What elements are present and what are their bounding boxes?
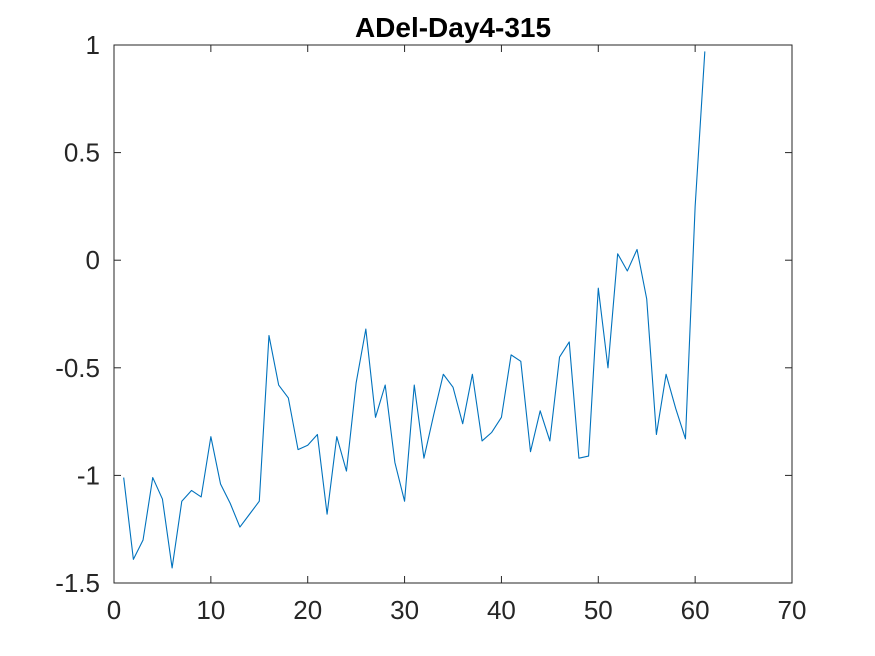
y-tick-label: 0 xyxy=(86,245,100,275)
x-tick-label: 10 xyxy=(196,595,225,625)
y-tick-label: -1 xyxy=(77,460,100,490)
plot-area xyxy=(113,44,793,584)
x-tick-label: 60 xyxy=(681,595,710,625)
y-tick-label: -1.5 xyxy=(55,568,100,598)
axis-ticks xyxy=(113,44,793,584)
axes-box xyxy=(113,44,793,584)
series-line xyxy=(123,51,706,569)
x-tick-label: 20 xyxy=(293,595,322,625)
x-tick-label: 0 xyxy=(107,595,121,625)
x-tick-label: 40 xyxy=(487,595,516,625)
x-tick-label: 70 xyxy=(778,595,807,625)
x-tick-label: 30 xyxy=(390,595,419,625)
y-tick-label: 1 xyxy=(86,30,100,60)
y-tick-label: 0.5 xyxy=(64,138,100,168)
x-tick-label: 50 xyxy=(584,595,613,625)
chart-title: ADel-Day4-315 xyxy=(355,12,551,43)
y-tick-labels: -1.5 -1 -0.5 0 0.5 1 xyxy=(55,30,100,598)
y-tick-label: -0.5 xyxy=(55,353,100,383)
series-group xyxy=(123,51,706,569)
x-tick-labels: 0 10 20 30 40 50 60 70 xyxy=(107,595,807,625)
